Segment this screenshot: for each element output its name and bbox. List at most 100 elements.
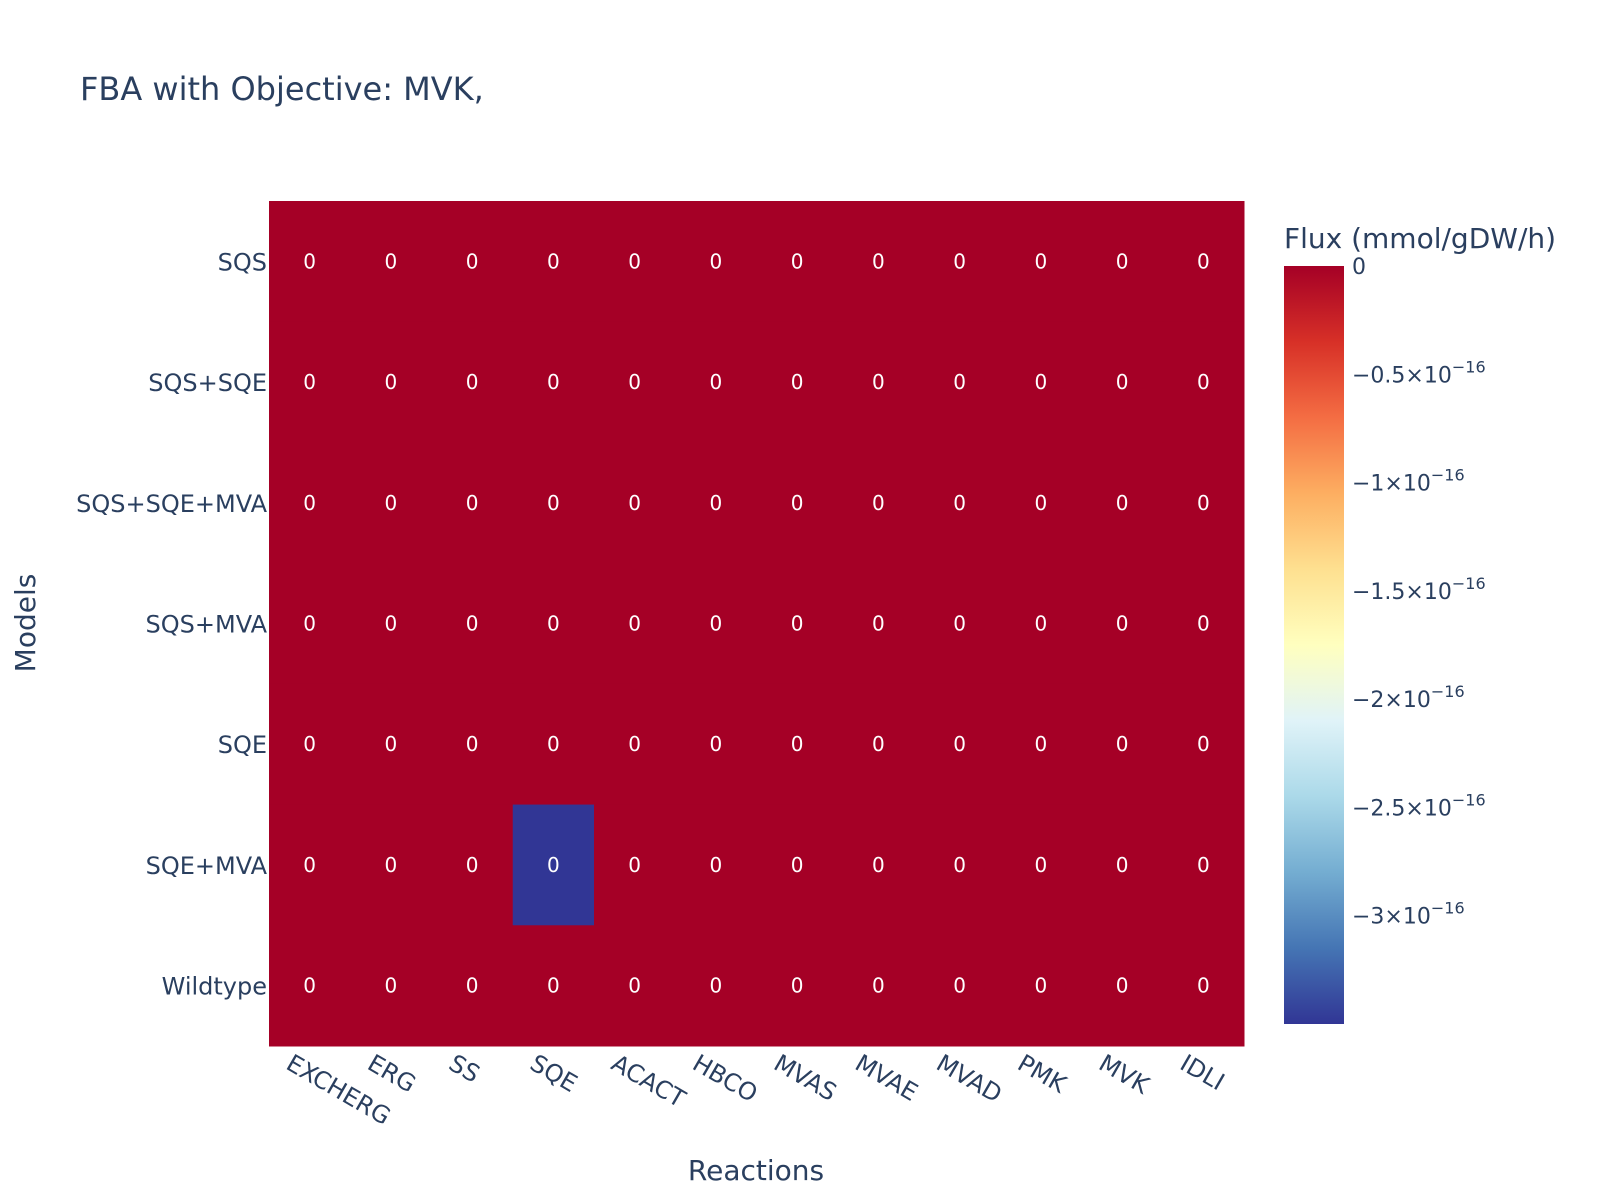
heatmap-cell (837, 442, 920, 564)
heatmap-cell (1000, 804, 1082, 926)
heatmap-cell (431, 683, 514, 806)
heatmap-cell (1081, 925, 1164, 1047)
cell-value-label: 0 (1116, 612, 1129, 636)
x-axis-title: Reactions (688, 1154, 824, 1187)
y-tick-label: SQE (218, 731, 267, 759)
heatmap-cell-labels: 0 0 0 0 0 0 0 0 0 0 0 0 0 0 0 0 0 0 0 0 0 0 0 0 0 0 0 0 0 0 0 0 0 0 0 0 0 0 0 0… (303, 249, 1209, 997)
x-tick-label: HBCO (688, 1049, 762, 1108)
cell-value-label: 0 (628, 732, 641, 756)
heatmap-cell (269, 321, 351, 443)
x-tick-label: SS (444, 1049, 484, 1088)
x-tick-label: MVAD (932, 1049, 1007, 1108)
heatmap-cell (594, 925, 676, 1047)
heatmap-cell (350, 442, 432, 564)
heatmap-cell (512, 201, 595, 323)
heatmap-cell (269, 563, 351, 685)
cell-value-label: 0 (953, 249, 966, 273)
heatmap-cell (1081, 563, 1164, 685)
heatmap-cell (1162, 804, 1245, 926)
cell-value-label: 0 (466, 612, 479, 636)
heatmap-cells (269, 201, 1245, 1047)
colorbar (1284, 266, 1344, 1024)
cell-value-label: 0 (953, 853, 966, 877)
cell-value-label: 0 (547, 491, 560, 515)
cell-value-label: 0 (466, 249, 479, 273)
cell-value-label: 0 (303, 853, 316, 877)
cell-value-label: 0 (953, 974, 966, 998)
cell-value-label: 0 (466, 370, 479, 394)
cell-value-label: 0 (872, 853, 885, 877)
cell-value-label: 0 (628, 974, 641, 998)
cell-value-label: 0 (466, 732, 479, 756)
heatmap-cell (1162, 321, 1245, 443)
cell-value-label: 0 (710, 249, 723, 273)
cell-value-label: 0 (303, 974, 316, 998)
heatmap-cell (1000, 201, 1082, 323)
cell-value-label: 0 (710, 853, 723, 877)
cell-value-label: 0 (466, 853, 479, 877)
heatmap-cell (919, 683, 1001, 806)
cell-value-label: 0 (628, 612, 641, 636)
y-tick-label: SQS (218, 248, 267, 276)
heatmap-cell (1000, 925, 1082, 1047)
cell-value-label: 0 (1197, 249, 1210, 273)
heatmap-cell (350, 683, 432, 806)
cell-value-label: 0 (791, 249, 804, 273)
cell-value-label: 0 (1035, 491, 1048, 515)
heatmap-cell (431, 563, 514, 685)
cell-value-label: 0 (872, 732, 885, 756)
cell-value-label: 0 (1197, 370, 1210, 394)
cell-value-label: 0 (385, 370, 398, 394)
cell-value-label: 0 (1035, 732, 1048, 756)
cell-value-label: 0 (1116, 732, 1129, 756)
heatmap-cell (1162, 683, 1245, 806)
heatmap-cell (1081, 804, 1164, 926)
heatmap-cell (837, 563, 920, 685)
cell-value-label: 0 (953, 612, 966, 636)
heatmap-cell (1162, 442, 1245, 564)
cell-value-label: 0 (872, 491, 885, 515)
y-tick-label: SQS+MVA (146, 611, 268, 639)
colorbar-tick-label: −3×10−16 (1352, 899, 1465, 930)
cell-value-label: 0 (710, 370, 723, 394)
cell-value-label: 0 (385, 732, 398, 756)
cell-value-label: 0 (791, 370, 804, 394)
x-tick-label: ERG (363, 1049, 421, 1098)
heatmap-cell (431, 804, 514, 926)
y-axis-tick-labels: SQS SQS+SQE SQS+SQE+MVA SQS+MVA SQE SQE+MVA Wi… (76, 248, 267, 1000)
cell-value-label: 0 (466, 974, 479, 998)
cell-value-label: 0 (710, 974, 723, 998)
heatmap-cell (431, 442, 514, 564)
heatmap-cell (756, 925, 839, 1047)
cell-value-label: 0 (385, 612, 398, 636)
heatmap-cell (594, 442, 676, 564)
y-axis-title: Models (9, 574, 42, 673)
x-tick-label: SQE (525, 1049, 582, 1098)
cell-value-label: 0 (385, 491, 398, 515)
cell-value-label: 0 (872, 249, 885, 273)
cell-value-label: 0 (1116, 853, 1129, 877)
y-tick-label: SQS+SQE (148, 369, 267, 397)
heatmap-cell (1162, 563, 1245, 685)
cell-value-label: 0 (547, 732, 560, 756)
heatmap-cell (919, 321, 1001, 443)
heatmap-cell (675, 563, 757, 685)
heatmap-cell (269, 201, 351, 323)
cell-value-label: 0 (628, 370, 641, 394)
cell-value-label: 0 (872, 612, 885, 636)
heatmap-cell (919, 563, 1001, 685)
heatmap-cell (756, 563, 839, 685)
heatmap-cell (1081, 683, 1164, 806)
cell-value-label: 0 (953, 732, 966, 756)
x-tick-label: MVAS (769, 1049, 841, 1107)
heatmap-cell (350, 563, 432, 685)
cell-value-label: 0 (1116, 974, 1129, 998)
heatmap-cell (837, 683, 920, 806)
cell-value-label: 0 (791, 974, 804, 998)
cell-value-label: 0 (303, 732, 316, 756)
heatmap-cell (1000, 683, 1082, 806)
cell-value-label: 0 (710, 612, 723, 636)
cell-value-label: 0 (710, 491, 723, 515)
heatmap-cell (431, 925, 514, 1047)
